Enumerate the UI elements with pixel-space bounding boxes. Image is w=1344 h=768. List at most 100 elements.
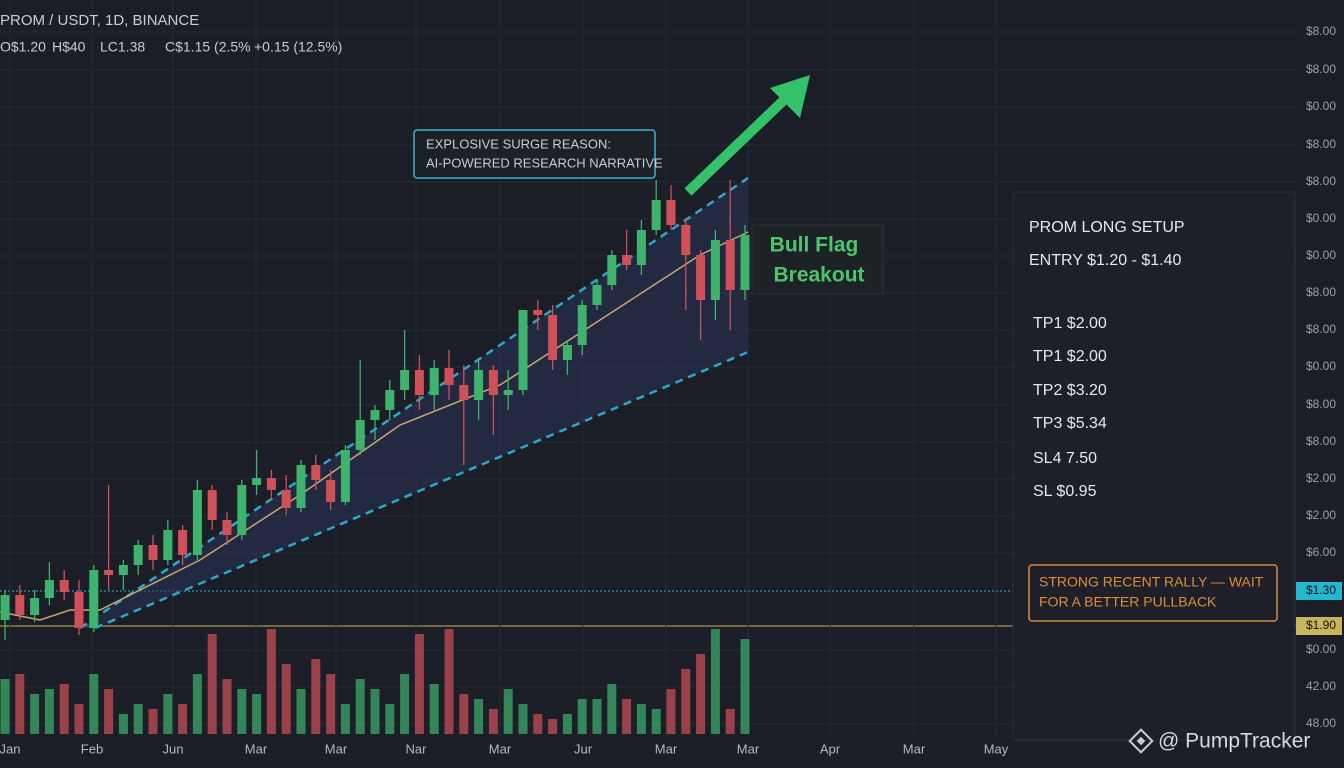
volume-bar bbox=[681, 669, 691, 734]
volume-bar bbox=[740, 639, 750, 734]
volume-bar bbox=[622, 699, 632, 734]
y-tick-label: $0.00 bbox=[1306, 359, 1336, 373]
ohlc-item: H$40 bbox=[52, 39, 86, 55]
price-line-badge bbox=[1296, 617, 1342, 635]
candle-body bbox=[562, 345, 572, 360]
x-tick-label: Mar bbox=[245, 741, 268, 756]
volume-bar bbox=[266, 629, 276, 734]
volume-bar bbox=[577, 699, 587, 734]
volume-bar bbox=[237, 689, 247, 734]
x-tick-label: Apr bbox=[820, 741, 841, 756]
candle-body bbox=[0, 595, 10, 620]
y-tick-label: $8.00 bbox=[1306, 137, 1336, 151]
volume-bar bbox=[429, 684, 439, 734]
y-tick-label: 48.00 bbox=[1306, 716, 1336, 730]
candle-body bbox=[696, 255, 706, 300]
candle-body bbox=[400, 370, 410, 390]
candle-body bbox=[326, 480, 336, 502]
ohlc-item: C$1.15 (2.5% bbox=[165, 39, 251, 55]
candle-body bbox=[296, 465, 306, 508]
candle-body bbox=[163, 530, 173, 560]
volume-bar bbox=[148, 709, 158, 734]
arrow-head bbox=[770, 75, 810, 118]
volume-bar bbox=[178, 704, 188, 734]
volume-bar bbox=[725, 709, 735, 734]
candle-body bbox=[370, 410, 380, 420]
arrow bbox=[684, 75, 810, 196]
x-tick-label: Mar bbox=[489, 741, 512, 756]
y-tick-label: 42.00 bbox=[1306, 679, 1336, 693]
candle-body bbox=[429, 368, 439, 395]
candle-body bbox=[104, 570, 114, 575]
volume-bar bbox=[503, 689, 513, 734]
volume-bar bbox=[118, 714, 128, 734]
candle-body bbox=[266, 478, 276, 490]
y-tick-label: $8.00 bbox=[1306, 322, 1336, 336]
candle-body bbox=[740, 235, 750, 290]
y-tick-label: $8.00 bbox=[1306, 174, 1336, 188]
candle-body bbox=[533, 310, 543, 315]
candle-body bbox=[577, 305, 587, 345]
volume-bar bbox=[636, 704, 646, 734]
candle-body bbox=[488, 370, 498, 395]
x-tick-label: Jan bbox=[0, 741, 20, 756]
price-line-badge bbox=[1296, 582, 1342, 600]
volume-bar bbox=[607, 684, 617, 734]
arrow-shaft bbox=[684, 94, 790, 196]
volume-bar bbox=[666, 689, 676, 734]
x-tick-label: Mar bbox=[903, 741, 926, 756]
volume-bar bbox=[400, 674, 410, 734]
candle-body bbox=[548, 315, 558, 360]
warning-box bbox=[1028, 564, 1278, 622]
ohlc-item: O$1.20 bbox=[0, 39, 46, 55]
candle-body bbox=[59, 580, 69, 592]
candle-body bbox=[474, 370, 484, 400]
y-tick-label: $0.00 bbox=[1306, 99, 1336, 113]
candle-body bbox=[414, 370, 424, 395]
volume-bar bbox=[370, 689, 380, 734]
candle-body bbox=[15, 595, 25, 615]
watermark-text: @ PumpTracker bbox=[1158, 730, 1310, 753]
panel-entry: ENTRY $1.20 - $1.40 bbox=[1029, 252, 1181, 269]
volume-bar bbox=[252, 694, 262, 734]
x-tick-label: Mar bbox=[737, 741, 760, 756]
candle-body bbox=[311, 465, 321, 480]
x-tick-label: Jun bbox=[163, 741, 184, 756]
y-tick-label: $2.00 bbox=[1306, 471, 1336, 485]
warning-text: FOR A BETTER PULLBACK bbox=[1039, 594, 1217, 610]
price-line-label: $1.30 bbox=[1306, 583, 1336, 597]
candle-body bbox=[459, 385, 469, 400]
warning-text: STRONG RECENT RALLY — WAIT bbox=[1039, 574, 1264, 590]
candle-body bbox=[281, 490, 291, 508]
volume-bar bbox=[710, 629, 720, 734]
candle-body bbox=[444, 368, 454, 385]
y-tick-label: $8.00 bbox=[1306, 24, 1336, 38]
volume-bar bbox=[133, 704, 143, 734]
volume-bar bbox=[562, 714, 572, 734]
volume-bar bbox=[281, 664, 291, 734]
candle-body bbox=[340, 450, 350, 502]
x-tick-label: May bbox=[984, 741, 1009, 756]
volume-bar bbox=[533, 714, 543, 734]
y-tick-label: $8.00 bbox=[1306, 397, 1336, 411]
volume-bar bbox=[488, 709, 498, 734]
x-tick-label: Jur bbox=[574, 741, 593, 756]
y-tick-label: $2.00 bbox=[1306, 508, 1336, 522]
y-tick-label: $8.00 bbox=[1306, 62, 1336, 76]
candle-body bbox=[178, 530, 188, 555]
panel-line: TP2 $3.20 bbox=[1033, 382, 1107, 399]
candle-body bbox=[607, 255, 617, 285]
candle-body bbox=[44, 580, 54, 598]
volume-bar bbox=[15, 674, 25, 734]
candle-body bbox=[74, 592, 84, 628]
candle-body bbox=[622, 255, 632, 265]
candle-body bbox=[518, 310, 528, 390]
candle-body bbox=[30, 598, 40, 615]
volume-bar bbox=[207, 634, 217, 734]
x-tick-label: Feb bbox=[81, 741, 103, 756]
volume-bar bbox=[163, 694, 173, 734]
x-tick-label: Mar bbox=[325, 741, 348, 756]
volume-bar bbox=[192, 674, 202, 734]
volume-bar bbox=[651, 709, 661, 734]
